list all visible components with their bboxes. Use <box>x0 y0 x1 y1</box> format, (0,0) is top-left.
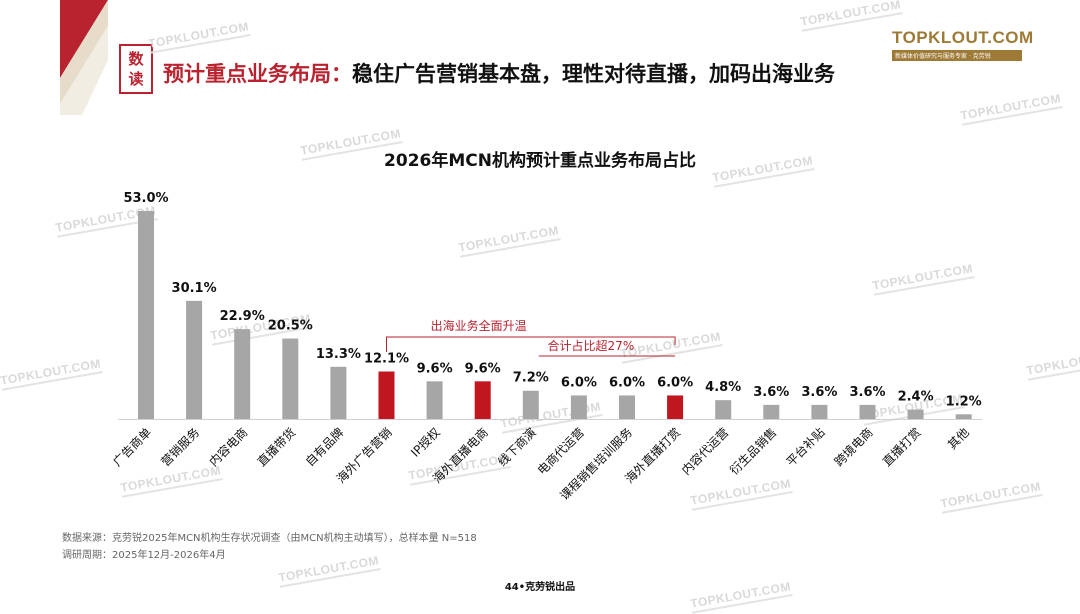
data-label-8: 9.6% <box>465 361 501 376</box>
bar-13 <box>715 400 732 419</box>
category-label-2: 营销服务 <box>158 425 203 470</box>
topklout-logo: TOPKLOUT.COM 新媒体价值研究与服务专家 · 克劳锐 <box>892 28 1034 61</box>
category-label-15: 平台补贴 <box>783 425 828 470</box>
shudu-badge: 数 读 <box>119 44 153 94</box>
category-label-14: 衍生品销售 <box>726 425 779 478</box>
headline-highlight: 预计重点业务布局： <box>163 62 352 86</box>
badge-line-1: 数 <box>128 50 144 68</box>
bar-3 <box>234 329 251 419</box>
annotation-bracket-right <box>665 336 676 345</box>
bar-7 <box>426 381 443 419</box>
survey-period-note: 调研周期：2025年12月-2026年4月 <box>62 550 226 561</box>
bar-15 <box>811 404 828 419</box>
annotation-total-text: 合计占比超27% <box>548 338 635 353</box>
category-label-3: 内容电商 <box>206 425 251 470</box>
category-label-4: 直播带货 <box>254 425 299 470</box>
data-label-9: 7.2% <box>513 371 549 386</box>
data-label-12: 6.0% <box>657 375 693 390</box>
headline-rest: 稳住广告营销基本盘，理性对待直播，加码出海业务 <box>352 62 835 86</box>
category-label-18: 其他 <box>945 425 972 452</box>
bar-12 <box>667 395 684 419</box>
category-label-13: 内容代运营 <box>678 425 731 478</box>
data-label-2: 30.1% <box>172 281 217 296</box>
bar-11 <box>619 395 635 419</box>
bar-5 <box>330 366 347 419</box>
bar-6 <box>378 371 395 419</box>
bar-10 <box>570 395 587 419</box>
data-label-10: 6.0% <box>561 375 597 390</box>
data-label-17: 2.4% <box>898 390 934 405</box>
data-label-7: 9.6% <box>417 361 453 376</box>
category-label-9: 线下商演 <box>494 425 539 470</box>
logo-text: TOPKLOUT.COM <box>892 28 1034 47</box>
data-label-1: 53.0% <box>123 191 168 206</box>
annotation-bracket-left <box>386 336 666 352</box>
category-label-17: 直播打赏 <box>880 425 924 469</box>
category-label-5: 自有品牌 <box>303 425 347 469</box>
bar-9 <box>522 390 539 419</box>
data-source-note: 数据来源：克劳锐2025年MCN机构生存状况调查（由MCN机构主动填写），总样本… <box>62 533 477 544</box>
data-label-11: 6.0% <box>609 375 645 390</box>
badge-line-2: 读 <box>128 70 144 88</box>
data-label-14: 3.6% <box>753 385 789 400</box>
data-label-18: 1.2% <box>946 394 982 409</box>
chart-title: 2026年MCN机构预计重点业务布局占比 <box>384 151 696 171</box>
data-label-16: 3.6% <box>849 385 885 400</box>
bar-1 <box>138 211 154 419</box>
bar-8 <box>474 381 491 419</box>
data-label-15: 3.6% <box>801 385 837 400</box>
bar-4 <box>282 338 299 419</box>
data-label-3: 22.9% <box>220 309 265 324</box>
page-number: 44•克劳锐出品 <box>504 582 576 593</box>
bar-14 <box>763 404 780 419</box>
data-label-13: 4.8% <box>705 380 741 395</box>
logo-subtitle: 新媒体价值研究与服务专家 · 克劳锐 <box>892 50 1022 61</box>
bar-17 <box>907 409 924 419</box>
data-label-4: 20.5% <box>268 319 313 334</box>
bar-16 <box>859 404 876 419</box>
annotation-overseas-text: 出海业务全面升温 <box>431 318 527 333</box>
page-headline: 预计重点业务布局：稳住广告营销基本盘，理性对待直播，加码出海业务 <box>163 58 835 88</box>
category-label-10: 电商代运营 <box>534 425 587 478</box>
category-label-7: IP授权 <box>408 425 443 460</box>
bar-18 <box>955 414 972 419</box>
data-label-6: 12.1% <box>364 352 409 367</box>
corner-decoration <box>60 0 108 115</box>
bar-2 <box>186 300 203 419</box>
category-label-16: 跨境电商 <box>831 425 876 470</box>
data-label-5: 13.3% <box>316 347 361 362</box>
category-label-1: 广告商单 <box>110 425 155 470</box>
